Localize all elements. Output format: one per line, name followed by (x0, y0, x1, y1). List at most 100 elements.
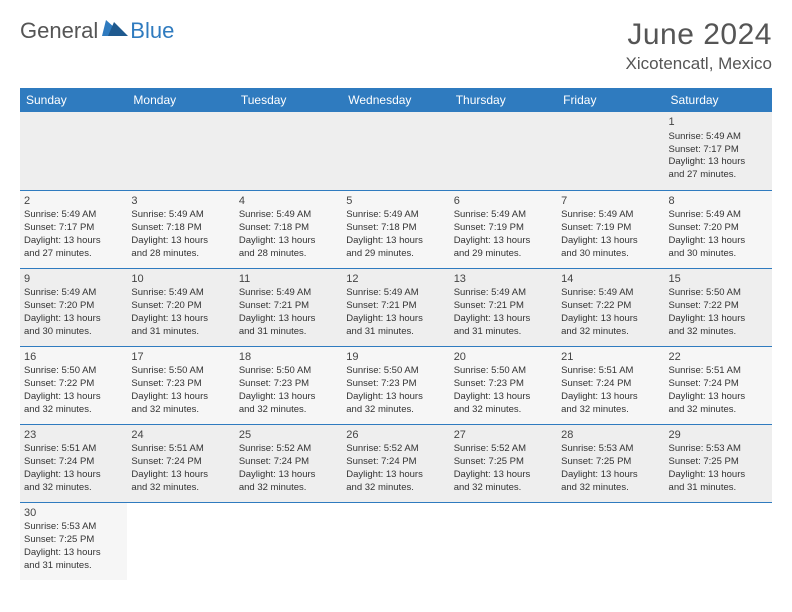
daylight-text: and 29 minutes. (346, 248, 445, 261)
sunset-text: Sunset: 7:23 PM (131, 378, 230, 391)
sunset-text: Sunset: 7:18 PM (239, 222, 338, 235)
daylight-text: and 32 minutes. (346, 482, 445, 495)
sunset-text: Sunset: 7:25 PM (454, 456, 553, 469)
calendar-cell: 27Sunrise: 5:52 AMSunset: 7:25 PMDayligh… (450, 424, 557, 502)
sunset-text: Sunset: 7:21 PM (346, 300, 445, 313)
sunrise-text: Sunrise: 5:50 AM (669, 287, 768, 300)
calendar-cell: 22Sunrise: 5:51 AMSunset: 7:24 PMDayligh… (665, 346, 772, 424)
sunrise-text: Sunrise: 5:53 AM (24, 521, 123, 534)
calendar-row: 23Sunrise: 5:51 AMSunset: 7:24 PMDayligh… (20, 424, 772, 502)
daylight-text: Daylight: 13 hours (669, 469, 768, 482)
sunrise-text: Sunrise: 5:49 AM (561, 287, 660, 300)
sunrise-text: Sunrise: 5:49 AM (669, 209, 768, 222)
calendar-row: 2Sunrise: 5:49 AMSunset: 7:17 PMDaylight… (20, 190, 772, 268)
calendar-table: Sunday Monday Tuesday Wednesday Thursday… (20, 88, 772, 580)
day-number: 30 (24, 506, 123, 521)
daylight-text: Daylight: 13 hours (454, 313, 553, 326)
calendar-cell: 24Sunrise: 5:51 AMSunset: 7:24 PMDayligh… (127, 424, 234, 502)
daylight-text: Daylight: 13 hours (669, 156, 768, 169)
day-number: 8 (669, 194, 768, 209)
calendar-row: 30Sunrise: 5:53 AMSunset: 7:25 PMDayligh… (20, 502, 772, 580)
calendar-cell: 5Sunrise: 5:49 AMSunset: 7:18 PMDaylight… (342, 190, 449, 268)
sunset-text: Sunset: 7:22 PM (669, 300, 768, 313)
sunrise-text: Sunrise: 5:51 AM (669, 365, 768, 378)
location-label: Xicotencatl, Mexico (626, 54, 772, 74)
daylight-text: and 29 minutes. (454, 248, 553, 261)
calendar-cell: 25Sunrise: 5:52 AMSunset: 7:24 PMDayligh… (235, 424, 342, 502)
calendar-cell (342, 112, 449, 190)
brand-part2: Blue (130, 18, 174, 44)
calendar-cell: 23Sunrise: 5:51 AMSunset: 7:24 PMDayligh… (20, 424, 127, 502)
sunrise-text: Sunrise: 5:49 AM (131, 209, 230, 222)
daylight-text: and 32 minutes. (669, 404, 768, 417)
calendar-cell (665, 502, 772, 580)
daylight-text: Daylight: 13 hours (669, 391, 768, 404)
daylight-text: Daylight: 13 hours (131, 391, 230, 404)
sunrise-text: Sunrise: 5:53 AM (561, 443, 660, 456)
sunrise-text: Sunrise: 5:49 AM (24, 287, 123, 300)
daylight-text: and 32 minutes. (239, 404, 338, 417)
sunrise-text: Sunrise: 5:49 AM (24, 209, 123, 222)
day-number: 29 (669, 428, 768, 443)
daylight-text: and 31 minutes. (239, 326, 338, 339)
calendar-cell (557, 112, 664, 190)
sunset-text: Sunset: 7:21 PM (454, 300, 553, 313)
daylight-text: Daylight: 13 hours (454, 391, 553, 404)
sunrise-text: Sunrise: 5:50 AM (131, 365, 230, 378)
brand-part1: General (20, 18, 98, 44)
day-number: 11 (239, 272, 338, 287)
daylight-text: Daylight: 13 hours (346, 313, 445, 326)
day-number: 14 (561, 272, 660, 287)
sunset-text: Sunset: 7:19 PM (454, 222, 553, 235)
day-number: 5 (346, 194, 445, 209)
day-number: 27 (454, 428, 553, 443)
calendar-cell: 7Sunrise: 5:49 AMSunset: 7:19 PMDaylight… (557, 190, 664, 268)
day-number: 26 (346, 428, 445, 443)
daylight-text: and 28 minutes. (131, 248, 230, 261)
daylight-text: Daylight: 13 hours (346, 391, 445, 404)
daylight-text: and 32 minutes. (454, 404, 553, 417)
calendar-cell: 28Sunrise: 5:53 AMSunset: 7:25 PMDayligh… (557, 424, 664, 502)
sunset-text: Sunset: 7:17 PM (669, 144, 768, 157)
day-number: 2 (24, 194, 123, 209)
daylight-text: Daylight: 13 hours (131, 235, 230, 248)
daylight-text: and 31 minutes. (346, 326, 445, 339)
sunset-text: Sunset: 7:24 PM (239, 456, 338, 469)
day-number: 9 (24, 272, 123, 287)
day-number: 7 (561, 194, 660, 209)
daylight-text: and 32 minutes. (239, 482, 338, 495)
calendar-cell: 6Sunrise: 5:49 AMSunset: 7:19 PMDaylight… (450, 190, 557, 268)
weekday-header: Tuesday (235, 88, 342, 112)
calendar-cell (20, 112, 127, 190)
calendar-cell (127, 112, 234, 190)
day-number: 3 (131, 194, 230, 209)
calendar-row: 9Sunrise: 5:49 AMSunset: 7:20 PMDaylight… (20, 268, 772, 346)
day-number: 21 (561, 350, 660, 365)
sunset-text: Sunset: 7:23 PM (346, 378, 445, 391)
day-number: 15 (669, 272, 768, 287)
weekday-header: Wednesday (342, 88, 449, 112)
sunset-text: Sunset: 7:21 PM (239, 300, 338, 313)
sunrise-text: Sunrise: 5:50 AM (346, 365, 445, 378)
sunrise-text: Sunrise: 5:52 AM (346, 443, 445, 456)
daylight-text: Daylight: 13 hours (561, 469, 660, 482)
brand-logo: General Blue (20, 18, 174, 44)
daylight-text: and 32 minutes. (131, 404, 230, 417)
daylight-text: Daylight: 13 hours (239, 391, 338, 404)
sunrise-text: Sunrise: 5:49 AM (239, 287, 338, 300)
daylight-text: and 27 minutes. (24, 248, 123, 261)
weekday-header: Thursday (450, 88, 557, 112)
daylight-text: Daylight: 13 hours (131, 313, 230, 326)
daylight-text: and 30 minutes. (24, 326, 123, 339)
page-header: General Blue June 2024 Xicotencatl, Mexi… (20, 18, 772, 74)
sunset-text: Sunset: 7:24 PM (131, 456, 230, 469)
daylight-text: and 32 minutes. (561, 326, 660, 339)
calendar-cell (235, 112, 342, 190)
day-number: 10 (131, 272, 230, 287)
daylight-text: and 32 minutes. (24, 482, 123, 495)
sunrise-text: Sunrise: 5:49 AM (561, 209, 660, 222)
day-number: 17 (131, 350, 230, 365)
day-number: 24 (131, 428, 230, 443)
sunset-text: Sunset: 7:20 PM (669, 222, 768, 235)
calendar-cell: 20Sunrise: 5:50 AMSunset: 7:23 PMDayligh… (450, 346, 557, 424)
